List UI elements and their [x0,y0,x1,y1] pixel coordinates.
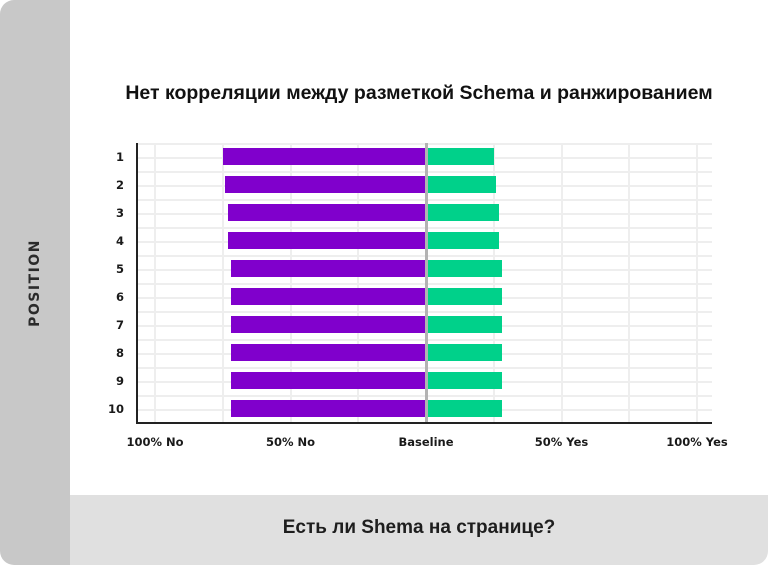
gridline-horizontal [137,255,712,257]
x-axis-line [136,422,712,424]
bar-yes [426,400,502,417]
gridline-horizontal [137,143,712,145]
y-axis-label-strip: POSITION [0,0,70,565]
bar-yes [426,204,500,221]
row-label: 8 [115,346,124,360]
row-label: 9 [115,374,124,388]
bar-yes [426,316,502,333]
bar-yes [426,288,502,305]
bar-no [230,372,426,389]
bar-no [228,204,426,221]
gridline-vertical [357,143,359,422]
bar-no [228,232,426,249]
row-label: 4 [115,234,124,248]
bar-yes [426,176,497,193]
gridline-vertical [628,143,630,422]
gridline-horizontal [137,227,712,229]
bar-yes [426,344,502,361]
x-tick-label: 100% No [126,435,184,449]
bar-yes [426,148,494,165]
gridline-vertical [290,143,292,422]
row-label: 6 [115,290,124,304]
gridline-vertical [154,143,156,422]
bar-yes [426,232,500,249]
gridline-horizontal [137,311,712,313]
bar-no [230,260,426,277]
gridline-horizontal [137,339,712,341]
x-tick-label: 50% Yes [534,435,589,449]
row-label: 10 [107,402,124,416]
row-label: 5 [115,262,124,276]
row-label: 7 [115,318,124,332]
gridline-vertical [222,143,224,422]
gridline-horizontal [137,283,712,285]
gridline-horizontal [137,367,712,369]
gridline-vertical [493,143,495,422]
x-tick-label: 50% No [265,435,316,449]
gridline-horizontal [137,395,712,397]
bar-yes [426,260,502,277]
bar-yes [426,372,502,389]
gridline-horizontal [137,171,712,173]
gridline-vertical [561,143,563,422]
gridline-vertical [696,143,698,422]
x-axis-title: Есть ли Shema на странице? [282,517,556,538]
row-label: 2 [115,178,124,192]
plot-area: 1 2 3 4 5 6 7 8 9 10 100% No 50% No Baseline 50% Yes 1… [107,143,728,449]
baseline-line [425,143,428,422]
bar-no [230,344,426,361]
x-tick-label: Baseline [398,435,454,449]
chart-title: Нет корреляции между разметкой Schema и … [125,82,713,104]
bar-no [230,400,426,417]
x-tick-label: 100% Yes [666,435,728,449]
y-axis-line [136,143,138,424]
bar-no [222,148,426,165]
row-label: 3 [115,206,124,220]
bar-no [230,316,426,333]
bar-no [230,288,426,305]
row-label: 1 [115,150,124,164]
x-axis-label-bar: Есть ли Shema на странице? [70,495,768,565]
bar-no [225,176,426,193]
gridline-horizontal [137,199,712,201]
